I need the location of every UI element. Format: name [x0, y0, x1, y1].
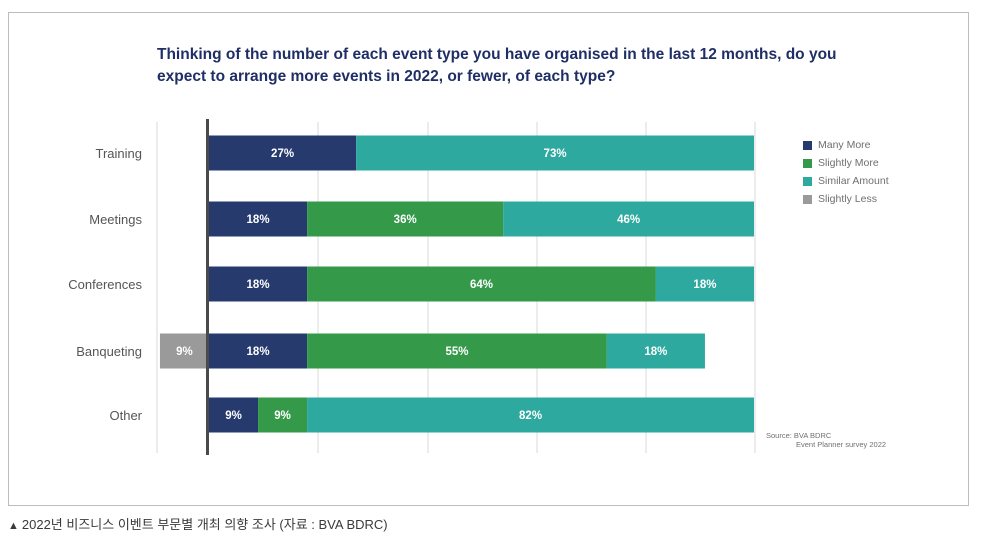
bar-segment-slightly-more-conferences: [307, 266, 656, 302]
legend-swatch-many-more: [803, 140, 812, 150]
bar-segment-similar-amount-banqueting: [606, 333, 705, 369]
legend-item-many-more: Many More: [803, 136, 889, 154]
data-label-similar-amount-banqueting: 18%: [644, 346, 667, 358]
bar-segment-similar-amount-other: [307, 397, 754, 433]
source-note: Source: BVA BDRC Event Planner survey 20…: [766, 431, 886, 449]
bar-segment-slightly-more-other: [258, 397, 308, 433]
bar-segment-many-more-training: [209, 135, 357, 171]
source-line-1: Source: BVA BDRC: [766, 431, 832, 440]
legend-label-many-more: Many More: [818, 139, 871, 151]
legend-item-slightly-more: Slightly More: [803, 154, 889, 172]
legend-label-similar-amount: Similar Amount: [818, 175, 889, 187]
bar-segment-many-more-conferences: [209, 266, 308, 302]
chart-title: Thinking of the number of each event typ…: [157, 46, 837, 85]
data-label-slightly-more-meetings: 36%: [394, 214, 417, 226]
caption-triangle-icon: ▲: [8, 520, 19, 532]
data-label-many-more-meetings: 18%: [247, 214, 270, 226]
data-label-many-more-conferences: 18%: [247, 279, 270, 291]
legend-item-slightly-less: Slightly Less: [803, 190, 889, 208]
data-label-slightly-more-banqueting: 55%: [445, 346, 468, 358]
data-label-similar-amount-conferences: 18%: [693, 279, 716, 291]
category-label-conferences: Conferences: [68, 277, 142, 292]
bar-segment-many-more-meetings: [209, 201, 308, 237]
category-label-meetings: Meetings: [89, 212, 142, 227]
data-label-many-more-training: 27%: [271, 148, 294, 160]
chart-legend: Many More Slightly More Similar Amount Slig…: [803, 136, 889, 208]
source-line-2: Event Planner survey 2022: [796, 440, 887, 449]
bar-segment-many-more-other: [209, 397, 259, 433]
bar-segment-similar-amount-training: [356, 135, 754, 171]
legend-swatch-similar-amount: [803, 176, 812, 186]
data-label-many-more-banqueting: 18%: [247, 346, 270, 358]
legend-label-slightly-more: Slightly More: [818, 157, 879, 169]
bar-segment-similar-amount-conferences: [655, 266, 754, 302]
data-label-slightly-more-conferences: 64%: [470, 279, 493, 291]
category-label-banqueting: Banqueting: [76, 344, 142, 359]
legend-swatch-slightly-more: [803, 158, 812, 168]
legend-swatch-slightly-less: [803, 194, 812, 204]
category-label-other: Other: [109, 408, 142, 423]
caption-text: 2022년 비즈니스 이벤트 부문별 개최 의향 조사 (자료 : BVA BD…: [21, 517, 388, 532]
data-label-many-more-other: 9%: [225, 410, 242, 422]
bar-segment-slightly-less-banqueting: [159, 333, 209, 369]
bar-segment-slightly-more-meetings: [307, 201, 504, 237]
data-label-similar-amount-training: 73%: [544, 148, 567, 160]
legend-label-slightly-less: Slightly Less: [818, 193, 877, 205]
data-label-similar-amount-other: 82%: [519, 410, 542, 422]
data-label-slightly-less-banqueting: 9%: [176, 346, 193, 358]
legend-item-similar-amount: Similar Amount: [803, 172, 889, 190]
bar-segment-slightly-more-banqueting: [307, 333, 607, 369]
category-label-training: Training: [96, 146, 142, 161]
data-label-slightly-more-other: 9%: [274, 410, 291, 422]
figure-caption: ▲ 2022년 비즈니스 이벤트 부문별 개최 의향 조사 (자료 : BVA B…: [8, 514, 388, 533]
data-label-similar-amount-meetings: 46%: [617, 214, 640, 226]
bar-segment-similar-amount-meetings: [503, 201, 754, 237]
bar-segment-many-more-banqueting: [209, 333, 308, 369]
